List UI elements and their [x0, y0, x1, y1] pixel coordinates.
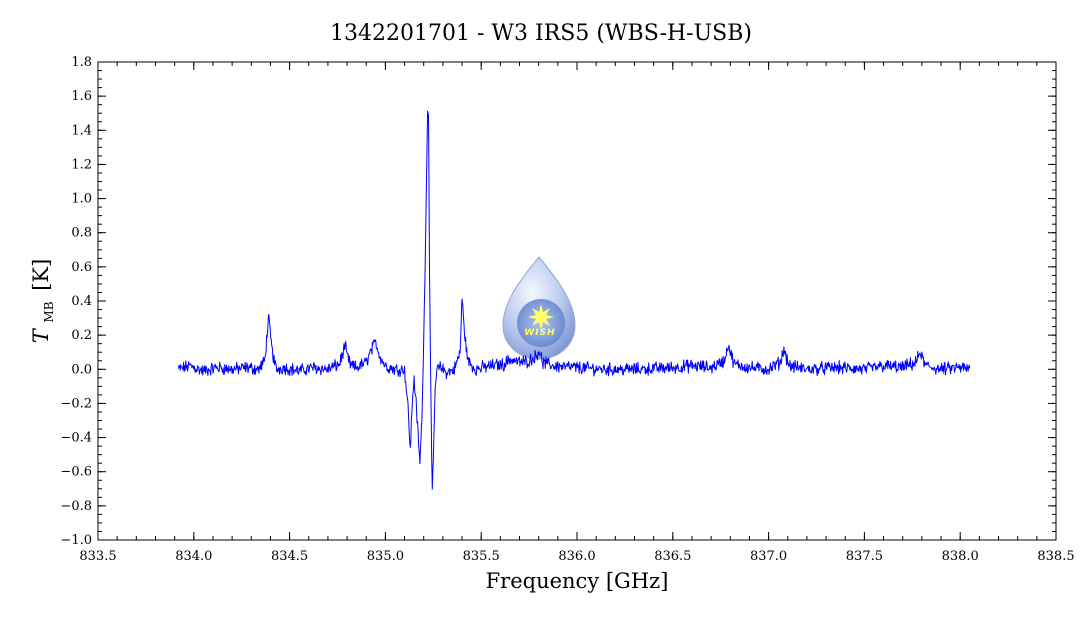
y-tick-label: −0.4 — [60, 431, 92, 446]
y-axis: −1.0 −0.8 −0.6 −0.4 −0.2 0.0 0.2 0.4 0.6 0.8 1.0 1.… — [60, 55, 1056, 548]
x-axis-label: Frequency [GHz] — [486, 569, 669, 593]
y-tick-label: 1.4 — [71, 123, 92, 138]
y-tick-label: 0.2 — [71, 328, 92, 343]
x-tick-label: 834.0 — [175, 549, 212, 564]
spectrum-line — [178, 110, 971, 490]
y-tick-label: 1.0 — [71, 192, 92, 207]
x-tick-label: 837.5 — [846, 549, 883, 564]
y-label-unit: [K] — [29, 259, 53, 291]
wish-logo: WISH — [502, 256, 576, 360]
y-label-sub: MB — [42, 301, 56, 322]
y-tick-label: −0.2 — [60, 396, 92, 411]
x-tick-label: 838.5 — [1037, 549, 1074, 564]
y-axis-label: T MB [K] — [29, 259, 58, 344]
logo-text: WISH — [524, 328, 555, 338]
svg-text:T MB [K]: T MB [K] — [29, 259, 58, 344]
y-tick-label: −0.8 — [60, 499, 92, 514]
y-label-main: T — [29, 327, 53, 343]
x-tick-label: 838.0 — [942, 549, 979, 564]
y-tick-label: 0.4 — [71, 294, 92, 309]
x-tick-label: 834.5 — [271, 549, 308, 564]
x-tick-label: 836.5 — [654, 549, 691, 564]
y-tick-label: −0.6 — [60, 465, 92, 480]
chart-title: 1342201701 - W3 IRS5 (WBS-H-USB) — [330, 21, 752, 46]
y-tick-label: 1.6 — [71, 89, 92, 104]
star-icon — [528, 304, 554, 330]
y-tick-label: −1.0 — [60, 533, 92, 548]
plot-frame — [97, 61, 1057, 541]
x-tick-label: 833.5 — [79, 549, 116, 564]
y-tick-label: 0.6 — [71, 260, 92, 275]
y-tick-label: 1.8 — [71, 55, 92, 70]
x-tick-label: 835.0 — [367, 549, 404, 564]
x-tick-label: 837.0 — [750, 549, 787, 564]
y-tick-label: 1.2 — [71, 157, 92, 172]
x-tick-label: 835.5 — [463, 549, 500, 564]
y-tick-label: 0.8 — [71, 226, 92, 241]
x-axis: 833.5 834.0 834.5 835.0 835.5 836.0 836.5 837.0… — [79, 62, 1075, 564]
x-tick-label: 836.0 — [558, 549, 595, 564]
y-tick-label: 0.0 — [71, 362, 92, 377]
